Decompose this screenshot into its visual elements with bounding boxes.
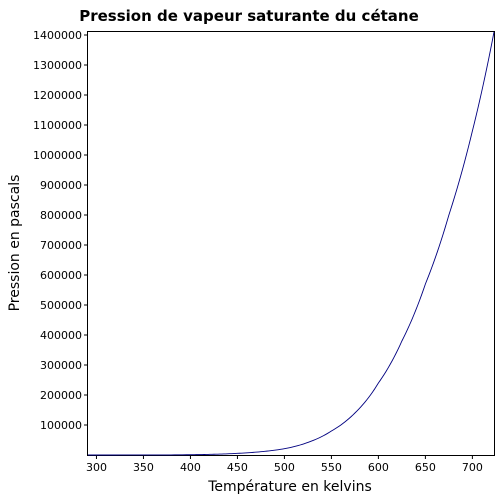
chart-title: Pression de vapeur saturante du cétane: [79, 7, 419, 25]
y-tick-label: 600000: [40, 269, 82, 282]
x-tick-label: 300: [86, 461, 107, 474]
y-axis-label: Pression en pascals: [7, 175, 23, 312]
y-tick-label: 1200000: [33, 89, 82, 102]
y-tick-label: 900000: [40, 179, 82, 192]
y-tick-label: 800000: [40, 209, 82, 222]
y-axis-ticks: 100000 200000 300000 400000 500000 600000 7000…: [33, 29, 88, 432]
y-tick-label: 200000: [40, 389, 82, 402]
y-tick-label: 1400000: [33, 29, 82, 42]
y-tick-label: 500000: [40, 299, 82, 312]
x-tick-label: 350: [133, 461, 154, 474]
x-axis-ticks: 300 350 400 450 500 550 600 650 700: [86, 455, 483, 474]
plot-area-frame: [87, 31, 495, 456]
series-line-vapor-pressure: [88, 31, 495, 456]
y-tick-label: 1000000: [33, 149, 82, 162]
x-tick-label: 450: [227, 461, 248, 474]
y-tick-label: 300000: [40, 359, 82, 372]
x-axis-label: Température en kelvins: [207, 479, 372, 495]
y-tick-label: 400000: [40, 329, 82, 342]
x-tick-label: 650: [415, 461, 436, 474]
x-tick-label: 700: [462, 461, 483, 474]
x-tick-label: 600: [368, 461, 389, 474]
x-tick-label: 500: [274, 461, 295, 474]
y-tick-label: 1100000: [33, 119, 82, 132]
y-tick-label: 100000: [40, 419, 82, 432]
x-tick-label: 550: [321, 461, 342, 474]
x-tick-label: 400: [180, 461, 201, 474]
y-tick-label: 700000: [40, 239, 82, 252]
y-tick-label: 1300000: [33, 59, 82, 72]
